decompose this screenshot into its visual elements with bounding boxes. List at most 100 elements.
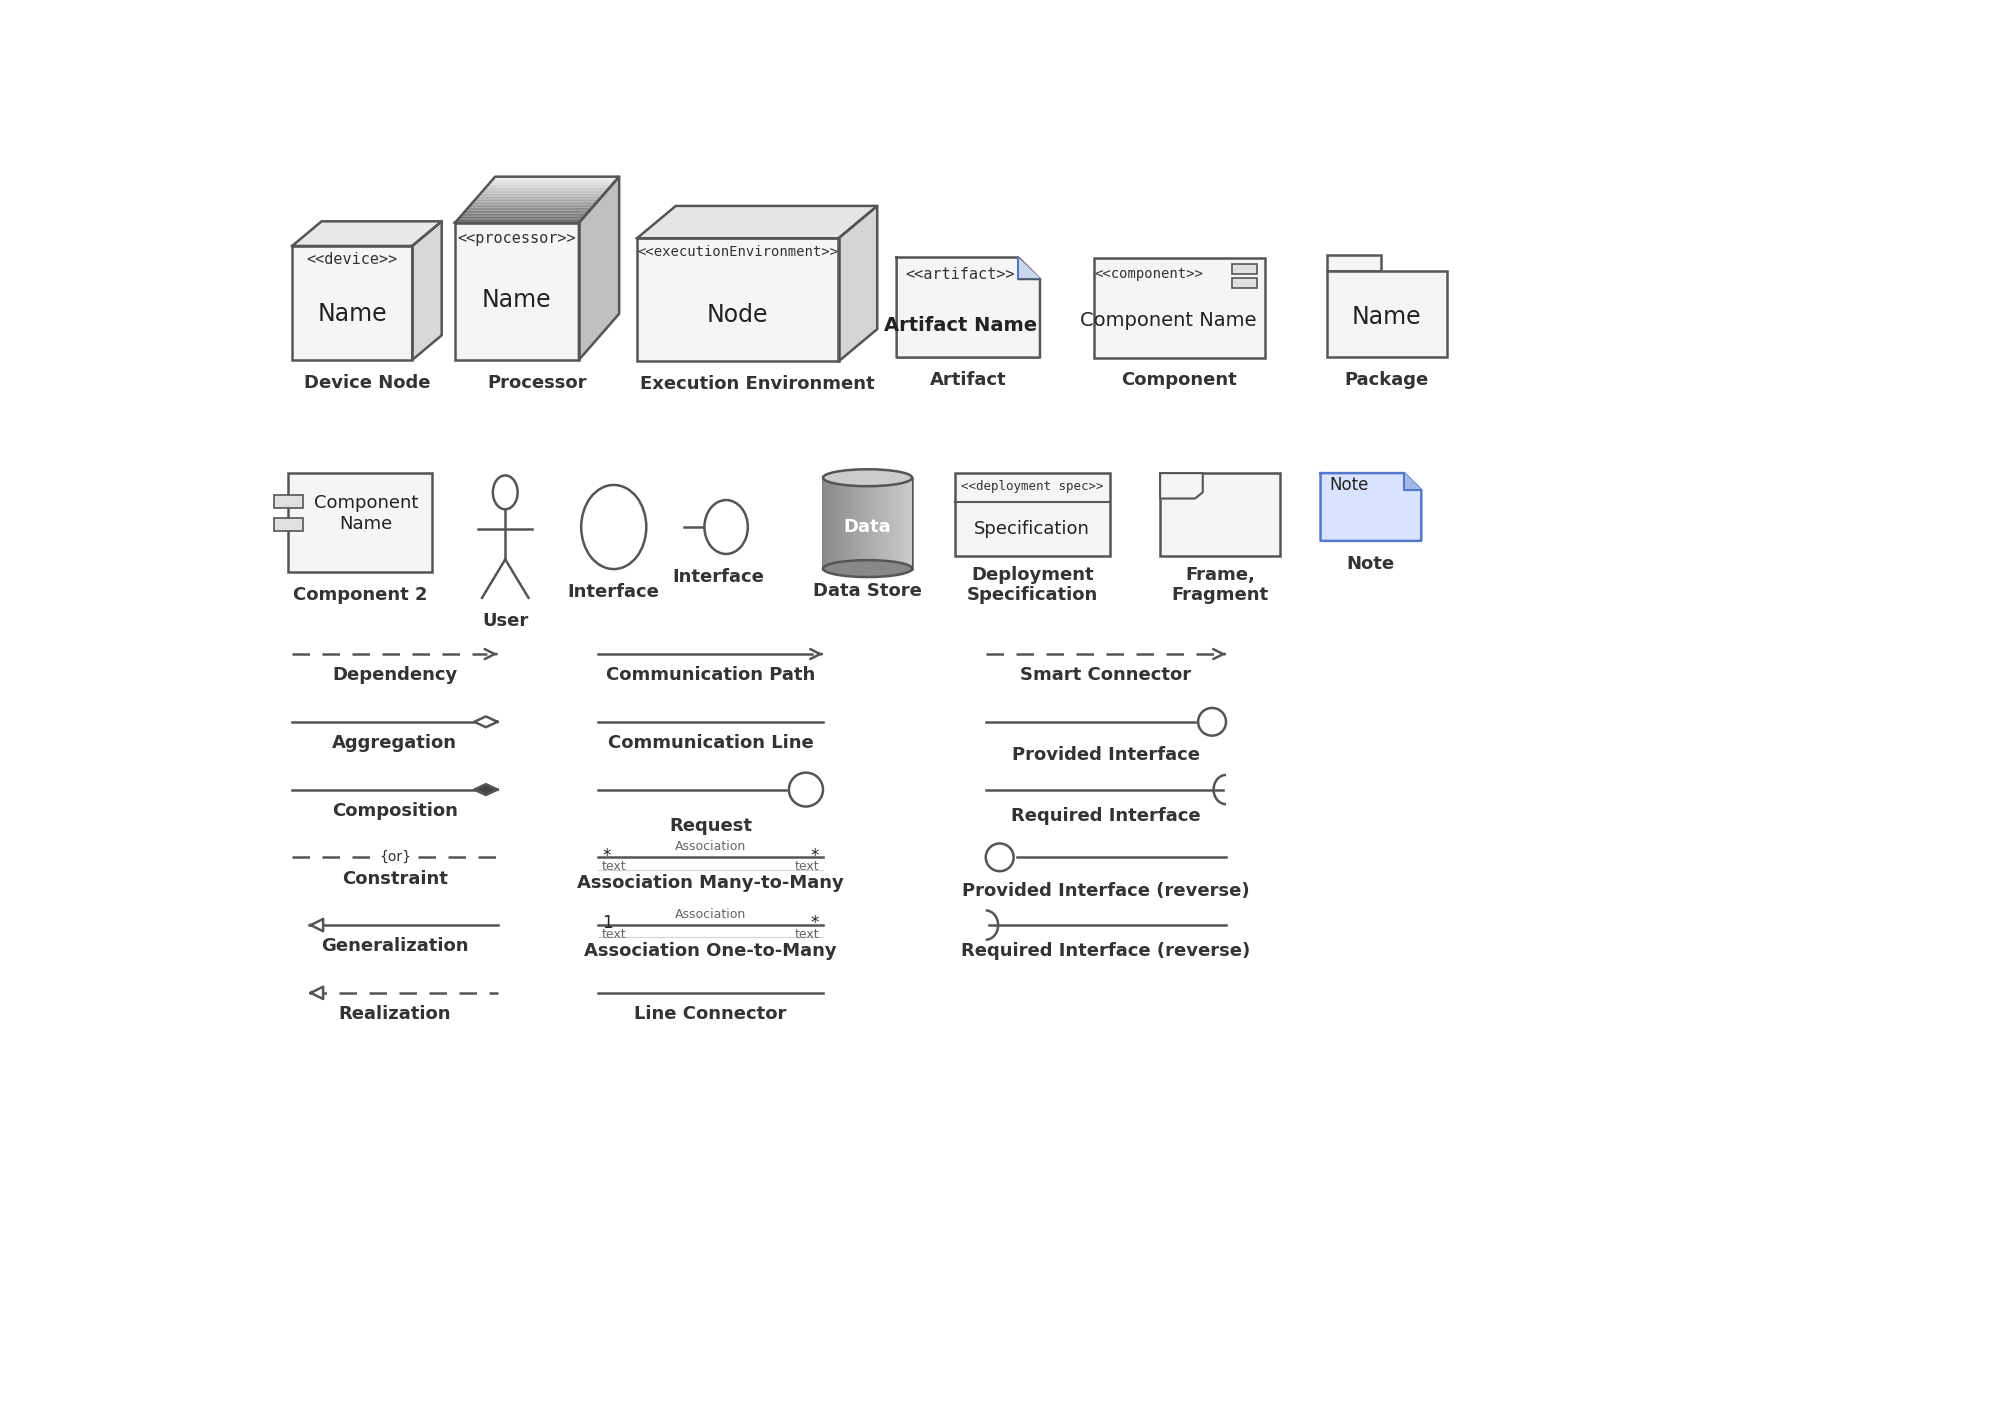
Text: Composition: Composition xyxy=(331,803,457,819)
Bar xyxy=(904,477,908,569)
Text: *: * xyxy=(810,846,818,865)
Text: Communication Line: Communication Line xyxy=(607,734,814,752)
Text: Interface: Interface xyxy=(567,583,661,601)
Polygon shape xyxy=(291,221,441,246)
Bar xyxy=(850,477,854,569)
Text: Device Node: Device Node xyxy=(303,373,431,391)
Text: Required Interface: Required Interface xyxy=(1012,807,1202,825)
Ellipse shape xyxy=(493,476,517,510)
Bar xyxy=(836,477,840,569)
Bar xyxy=(844,477,850,569)
Text: Specification: Specification xyxy=(974,520,1090,538)
Bar xyxy=(854,477,858,569)
Polygon shape xyxy=(467,207,593,208)
Polygon shape xyxy=(413,221,441,360)
Text: Name: Name xyxy=(317,301,387,325)
Bar xyxy=(908,477,912,569)
Bar xyxy=(872,477,876,569)
Text: Association One-to-Many: Association One-to-Many xyxy=(585,942,836,960)
Polygon shape xyxy=(457,218,583,220)
Bar xyxy=(828,477,832,569)
Text: Communication Path: Communication Path xyxy=(607,666,814,684)
Ellipse shape xyxy=(705,500,748,553)
Polygon shape xyxy=(461,214,587,215)
Bar xyxy=(868,477,872,569)
Text: *: * xyxy=(810,914,818,932)
Bar xyxy=(1327,270,1447,356)
Text: {or}: {or} xyxy=(379,850,411,865)
Text: Execution Environment: Execution Environment xyxy=(641,376,874,393)
Text: text: text xyxy=(603,928,627,941)
Bar xyxy=(1327,255,1381,270)
Polygon shape xyxy=(457,220,581,221)
Text: Component
Name: Component Name xyxy=(313,494,419,532)
Polygon shape xyxy=(481,190,607,191)
Polygon shape xyxy=(455,221,581,222)
Bar xyxy=(898,477,904,569)
Polygon shape xyxy=(473,200,599,201)
Polygon shape xyxy=(493,179,619,180)
Text: 1: 1 xyxy=(603,914,613,932)
Text: text: text xyxy=(603,860,627,873)
Bar xyxy=(876,477,880,569)
Text: Provided Interface (reverse): Provided Interface (reverse) xyxy=(962,881,1249,900)
Text: Interface: Interface xyxy=(673,567,764,586)
Polygon shape xyxy=(469,204,595,206)
Polygon shape xyxy=(637,206,878,238)
Bar xyxy=(862,477,868,569)
Text: Line Connector: Line Connector xyxy=(635,1005,786,1024)
Polygon shape xyxy=(1160,473,1204,498)
Text: <<executionEnvironment>>: <<executionEnvironment>> xyxy=(637,245,838,259)
Circle shape xyxy=(788,773,822,807)
Polygon shape xyxy=(311,987,323,1000)
Polygon shape xyxy=(1405,473,1421,490)
Polygon shape xyxy=(1018,258,1040,279)
Polygon shape xyxy=(838,206,878,362)
Text: Node: Node xyxy=(707,303,768,327)
Text: Dependency: Dependency xyxy=(331,666,457,684)
Bar xyxy=(840,477,844,569)
Text: User: User xyxy=(483,611,529,629)
Text: Required Interface (reverse): Required Interface (reverse) xyxy=(962,942,1251,960)
Text: Component: Component xyxy=(1122,372,1238,390)
Bar xyxy=(858,477,862,569)
Text: Request: Request xyxy=(669,817,752,835)
Polygon shape xyxy=(465,208,591,211)
Bar xyxy=(822,477,828,569)
Text: Smart Connector: Smart Connector xyxy=(1020,666,1192,684)
Bar xyxy=(886,477,890,569)
Polygon shape xyxy=(469,206,593,207)
Text: *: * xyxy=(603,846,611,865)
Ellipse shape xyxy=(822,560,912,577)
Text: text: text xyxy=(794,928,818,941)
Bar xyxy=(291,246,413,360)
Bar xyxy=(894,477,898,569)
Text: <<component>>: <<component>> xyxy=(1094,268,1204,282)
Bar xyxy=(455,222,579,360)
Text: Frame,
Fragment: Frame, Fragment xyxy=(1172,566,1269,604)
Text: Association: Association xyxy=(675,908,747,921)
Bar xyxy=(273,518,303,531)
Polygon shape xyxy=(1321,473,1421,541)
Bar xyxy=(1232,277,1257,287)
Text: Artifact Name: Artifact Name xyxy=(884,315,1038,335)
Polygon shape xyxy=(311,919,323,931)
Bar xyxy=(287,473,431,572)
Polygon shape xyxy=(896,258,1040,358)
Text: Name: Name xyxy=(1351,304,1421,329)
Text: Note: Note xyxy=(1329,476,1369,494)
Bar xyxy=(822,477,912,569)
Bar xyxy=(637,238,838,362)
Polygon shape xyxy=(483,189,609,190)
Polygon shape xyxy=(489,183,615,184)
Text: Data: Data xyxy=(844,518,892,536)
Bar xyxy=(832,477,836,569)
Polygon shape xyxy=(487,184,613,186)
Polygon shape xyxy=(491,180,617,182)
Polygon shape xyxy=(477,196,603,197)
Bar xyxy=(1160,473,1279,556)
Text: Note: Note xyxy=(1347,555,1395,573)
Text: Constraint: Constraint xyxy=(341,870,447,887)
Polygon shape xyxy=(485,187,609,189)
Bar xyxy=(890,477,894,569)
